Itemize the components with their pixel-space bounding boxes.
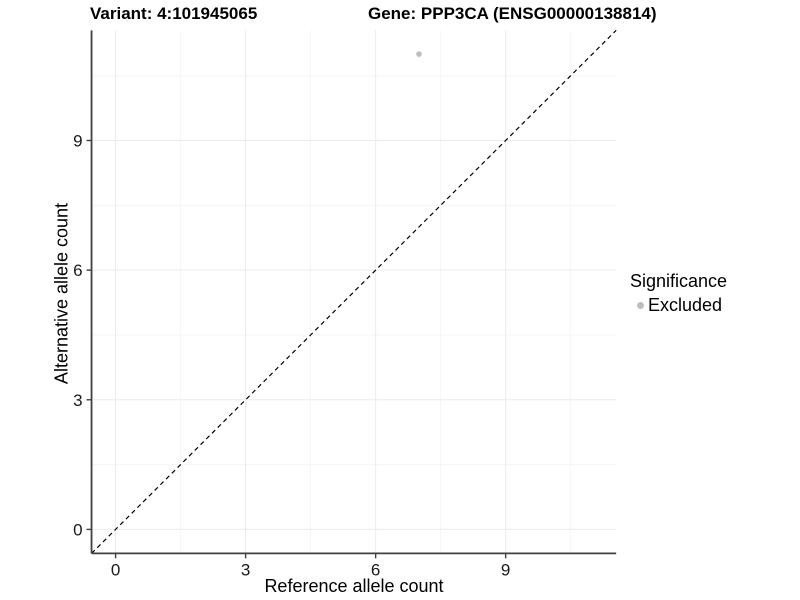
legend-item-excluded: Excluded [630,295,727,316]
excluded-point-icon [637,302,644,309]
x-tick-label: 6 [371,560,380,579]
legend: Significance Excluded [630,271,727,316]
data-point [416,51,422,57]
y-tick-label: 3 [73,391,82,410]
y-tick-label: 9 [73,132,82,151]
x-tick-label: 9 [501,560,510,579]
identity-reference-line [91,29,617,554]
y-axis-title: Alternative allele count [51,202,72,385]
y-tick-label: 0 [73,520,82,539]
legend-item-label: Excluded [648,295,723,315]
x-tick-label: 3 [241,560,250,579]
y-tick-label: 6 [73,261,82,280]
gene-title: Gene: PPP3CA (ENSG00000138814) [368,4,657,23]
x-axis-title: Reference allele count [264,576,444,596]
variant-title: Variant: 4:101945065 [90,4,258,23]
x-tick-label: 0 [111,560,120,579]
legend-title: Significance [630,271,728,291]
